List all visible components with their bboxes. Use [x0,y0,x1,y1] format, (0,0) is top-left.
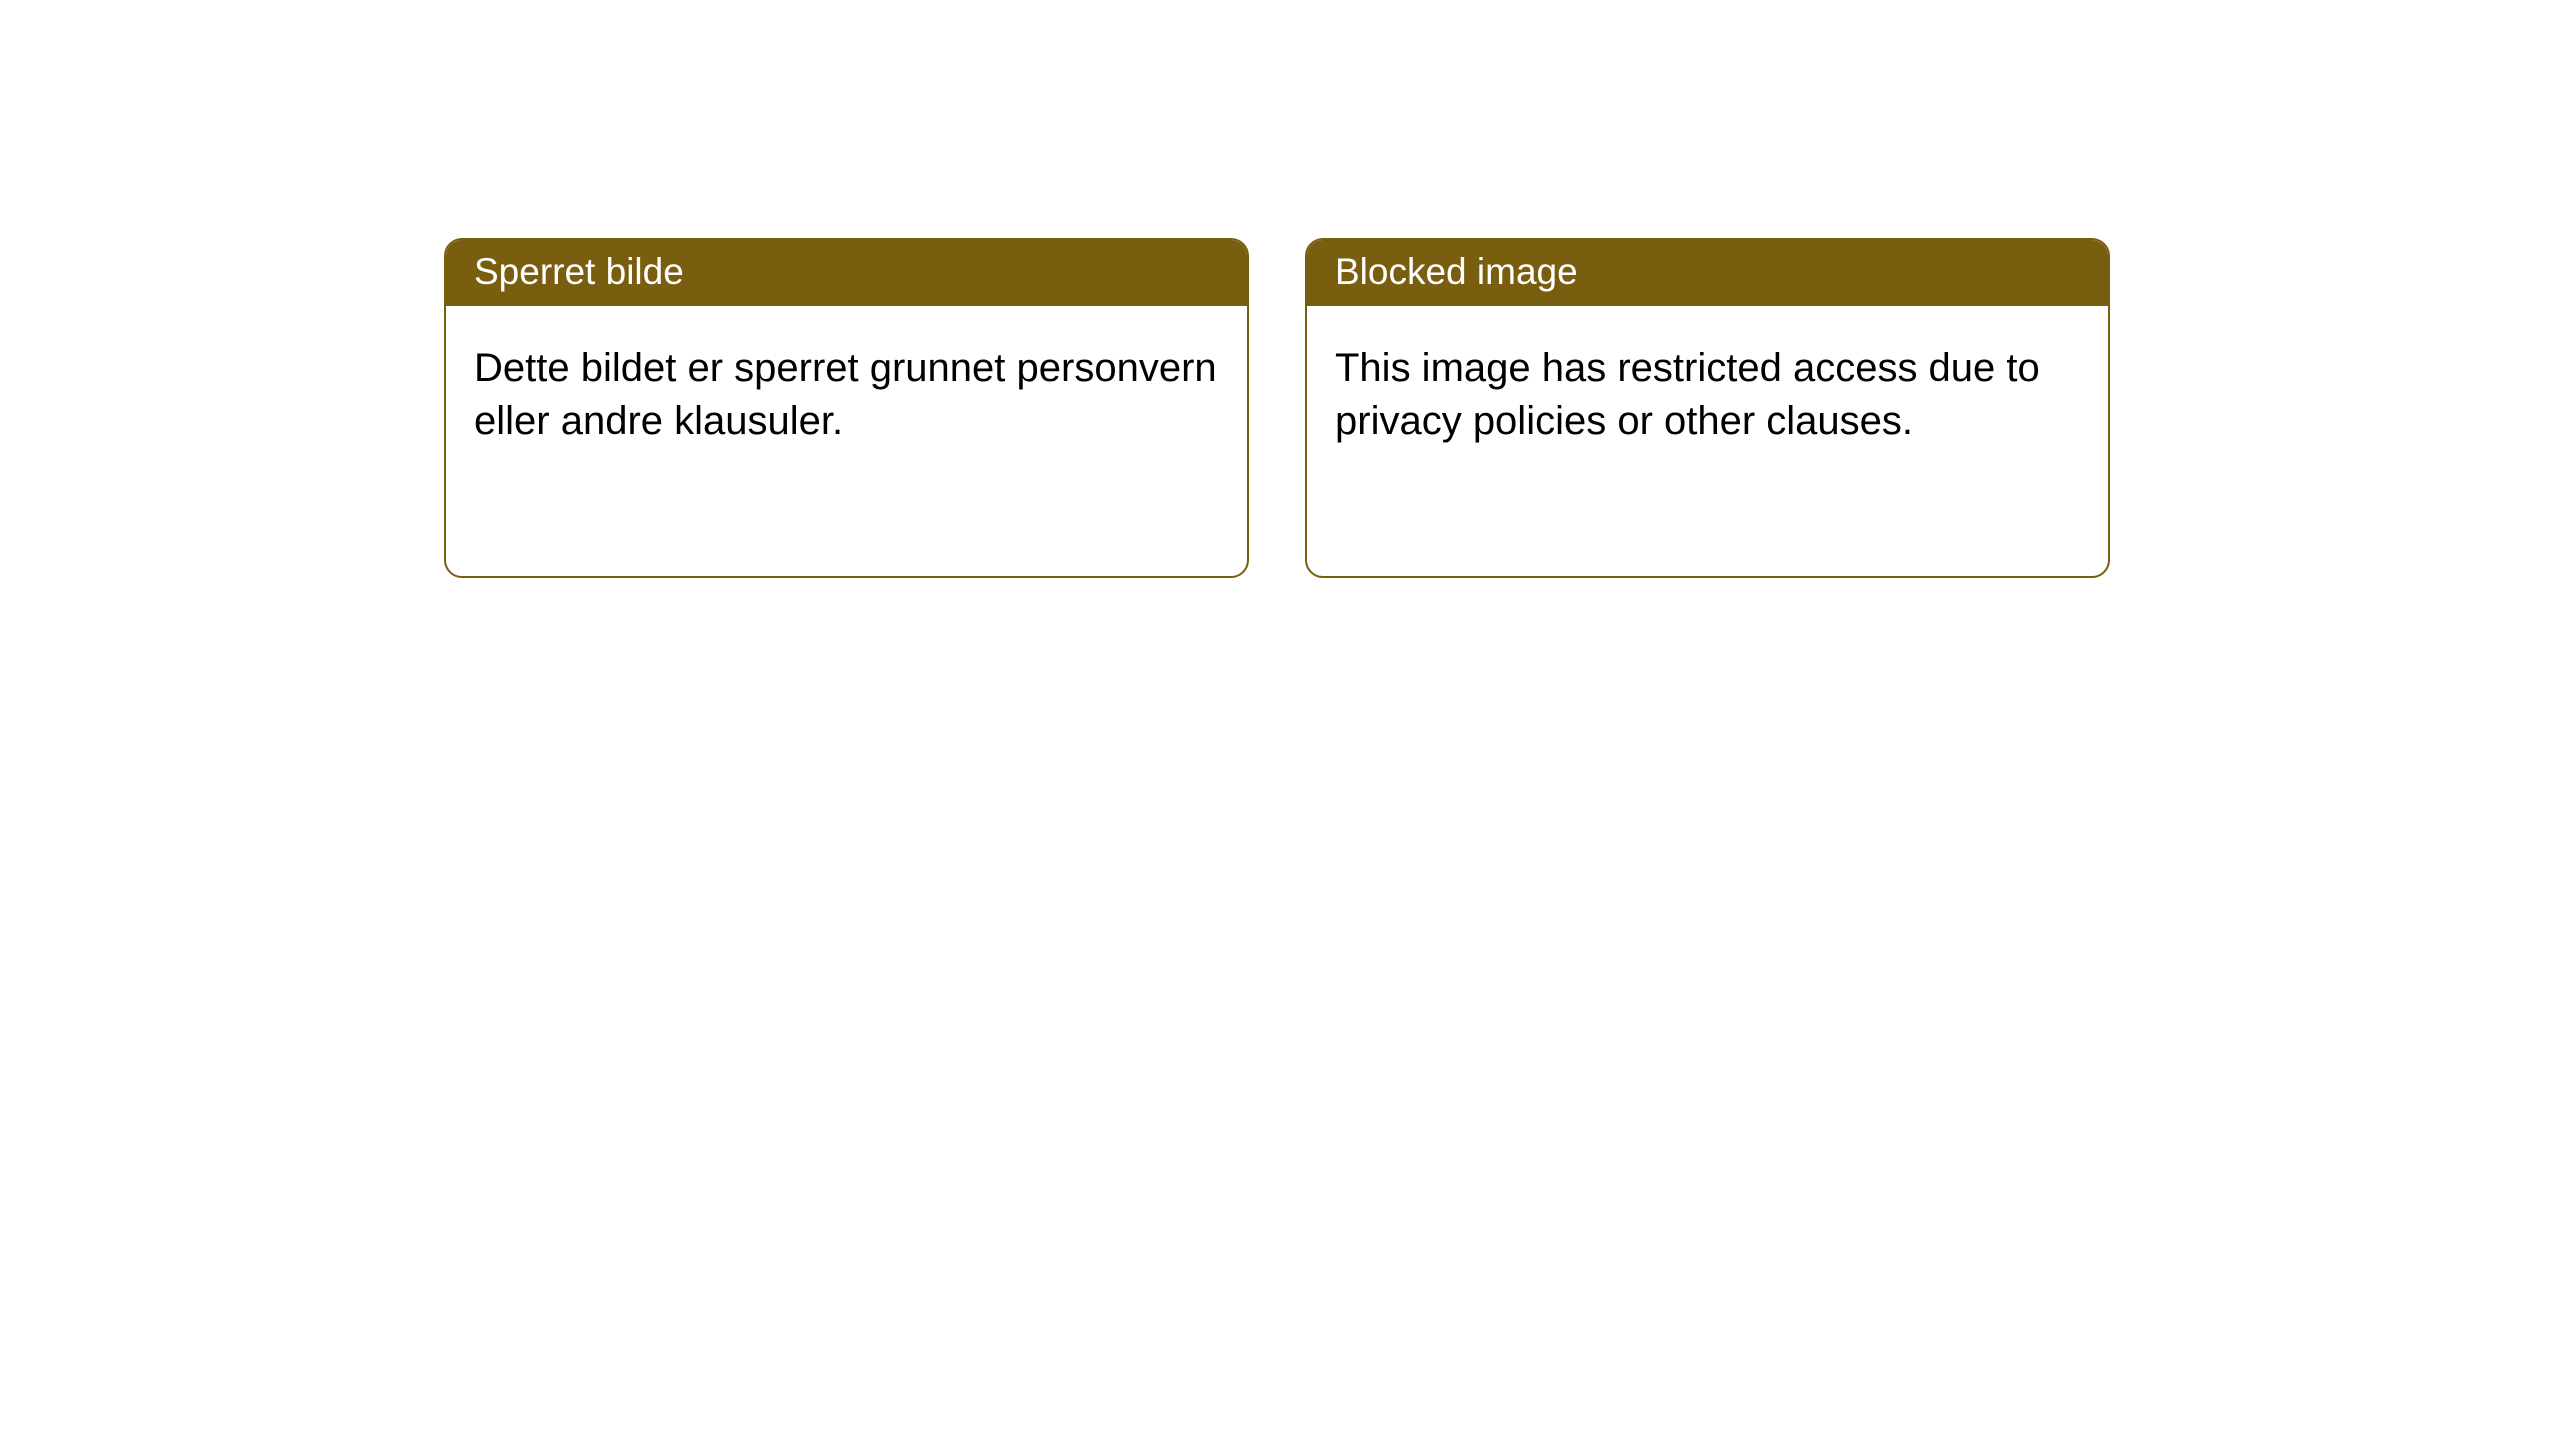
notice-title-norwegian: Sperret bilde [446,240,1247,306]
notice-container: Sperret bilde Dette bildet er sperret gr… [444,238,2110,578]
notice-card-english: Blocked image This image has restricted … [1305,238,2110,578]
notice-body-norwegian: Dette bildet er sperret grunnet personve… [446,306,1247,576]
notice-card-norwegian: Sperret bilde Dette bildet er sperret gr… [444,238,1249,578]
notice-title-english: Blocked image [1307,240,2108,306]
notice-body-english: This image has restricted access due to … [1307,306,2108,576]
